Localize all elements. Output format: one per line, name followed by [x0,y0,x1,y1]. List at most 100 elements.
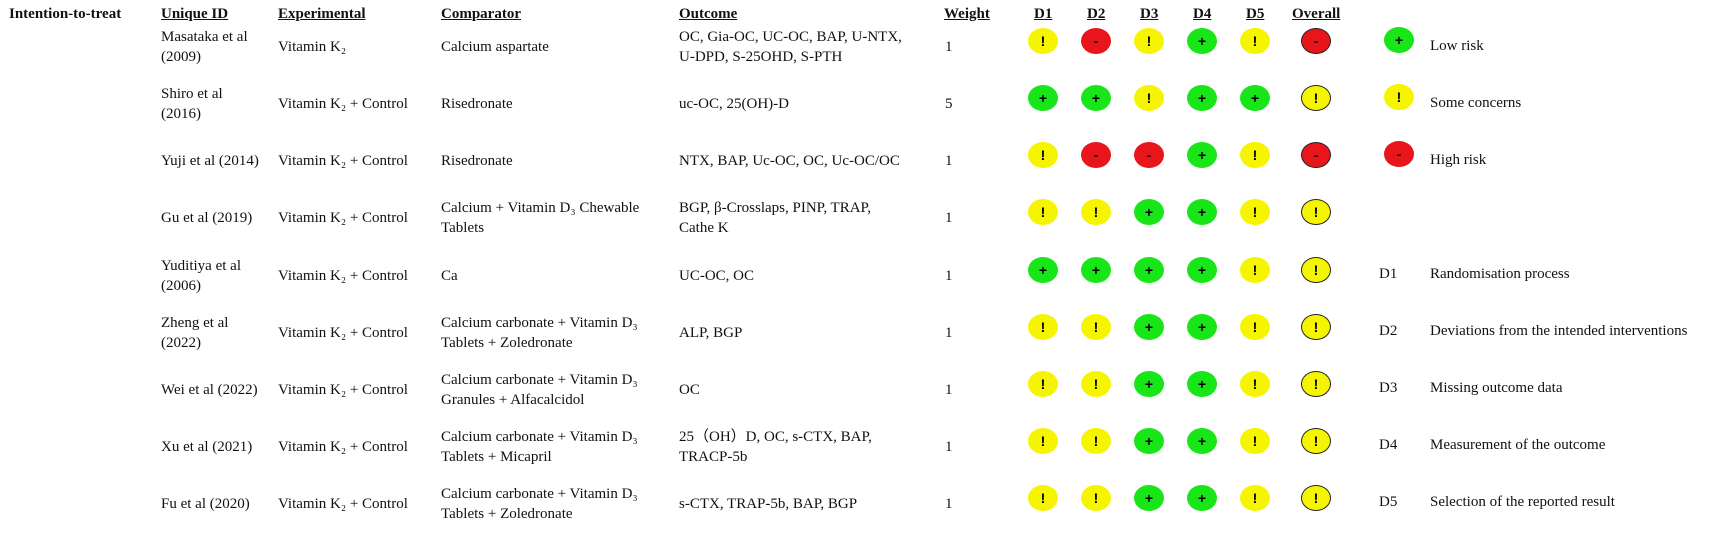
overall-judgement-some: ! [1301,257,1331,283]
comparator-cell: Ca [441,266,458,286]
study-id: Shiro et al (2016) [161,84,223,124]
outcome-cell-line: Cathe K [679,220,729,236]
header-outcome: Outcome [679,6,738,22]
comparator-cell-line: Tablets [441,220,485,236]
domain-judgement-some: ! [1240,257,1270,283]
header-d5: D5 [1246,6,1265,22]
domain-judgement-some: ! [1081,428,1111,454]
weight-cell: 1 [945,496,953,512]
outcome-cell-line: OC [679,382,700,398]
weight-cell: 1 [945,439,953,455]
outcome-cell: BGP, β-Crosslaps, PINP, TRAP, Cathe K [679,198,871,238]
domain-judgement-some: ! [1028,142,1058,168]
domain-judgement-some: ! [1240,428,1270,454]
outcome-cell: ALP, BGP [679,323,742,343]
domain-judgement-low: + [1134,199,1164,225]
comparator-cell-line: Granules + Alfacalcidol [441,392,585,408]
weight-cell: 1 [945,325,953,341]
domain-judgement-low: + [1187,371,1217,397]
experimental-cell: Vitamin K₂ + Control [278,325,408,341]
domain-judgement-low: + [1134,257,1164,283]
weight-cell: 1 [945,382,953,398]
outcome-cell: NTX, BAP, Uc-OC, OC, Uc-OC/OC [679,151,900,171]
overall-judgement-some: ! [1301,85,1331,111]
legend-symbol-low: + [1384,27,1414,53]
domain-judgement-low: + [1187,199,1217,225]
outcome-cell-line: uc-OC, 25(OH)-D [679,96,789,112]
outcome-cell-line: TRACP-5b [679,449,748,465]
overall-judgement-some: ! [1301,485,1331,511]
overall-judgement-some: ! [1301,314,1331,340]
header-d2: D2 [1087,6,1106,22]
domain-judgement-some: ! [1240,142,1270,168]
domain-judgement-low: + [1240,85,1270,111]
study-id-line: Fu et al (2020) [161,496,250,512]
experimental-cell: Vitamin K₂ + Control [278,496,408,512]
overall-judgement-high: - [1301,142,1331,168]
outcome-cell: OC [679,380,700,400]
domain-judgement-low: + [1028,257,1058,283]
domain-judgement-high: - [1134,142,1164,168]
legend-domain-code: D5 [1379,494,1398,510]
legend-symbol-some: ! [1384,84,1414,110]
comparator-cell-line: Tablets + Zoledronate [441,335,573,351]
domain-judgement-low: + [1187,428,1217,454]
study-id-line: Xu et al (2021) [161,439,253,455]
comparator-cell-line: Tablets + Zoledronate [441,506,573,522]
overall-judgement-high: - [1301,28,1331,54]
legend-domain-label: Measurement of the outcome [1430,437,1606,453]
legend-domain-label: Selection of the reported result [1430,494,1615,510]
outcome-cell: uc-OC, 25(OH)-D [679,94,789,114]
legend-label-low: Low risk [1430,38,1484,54]
experimental-cell: Vitamin K₂ + Control [278,96,408,112]
comparator-cell-line: Risedronate [441,96,513,112]
legend-domain-code: D1 [1379,266,1398,282]
domain-judgement-some: ! [1081,371,1111,397]
study-id-line: (2016) [161,106,201,122]
domain-judgement-some: ! [1134,85,1164,111]
overall-judgement-some: ! [1301,371,1331,397]
weight-cell: 1 [945,39,953,55]
comparator-cell-line: Risedronate [441,153,513,169]
comparator-cell: Calcium aspartate [441,37,549,57]
domain-judgement-some: ! [1240,28,1270,54]
comparator-cell-line: Calcium carbonate + Vitamin D₃ [441,315,638,331]
experimental-cell: Vitamin K₂ + Control [278,153,408,169]
domain-judgement-low: + [1134,428,1164,454]
study-id: Zheng et al (2022) [161,313,228,353]
domain-judgement-low: + [1134,485,1164,511]
domain-judgement-some: ! [1240,314,1270,340]
study-id: Xu et al (2021) [161,437,252,457]
legend-domain-label: Deviations from the intended interventio… [1430,323,1688,339]
comparator-cell: Calcium carbonate + Vitamin D₃ Tablets + … [441,427,638,467]
domain-judgement-some: ! [1240,371,1270,397]
study-id: Yuditiya et al (2006) [161,256,241,296]
legend-symbol-high: - [1384,141,1414,167]
outcome-cell-line: ALP, BGP [679,325,743,341]
domain-judgement-some: ! [1081,199,1111,225]
domain-judgement-some: ! [1028,485,1058,511]
study-id-line: Masataka et al [161,29,248,45]
domain-judgement-some: ! [1028,314,1058,340]
comparator-cell-line: Ca [441,268,458,284]
study-id: Wei et al (2022) [161,380,258,400]
experimental-cell: Vitamin K₂ + Control [278,268,408,284]
study-id-line: (2022) [161,335,201,351]
domain-judgement-low: + [1187,257,1217,283]
outcome-cell: UC-OC, OC [679,266,754,286]
comparator-cell-line: Calcium carbonate + Vitamin D₃ [441,372,638,388]
study-id-line: Shiro et al [161,86,223,102]
weight-cell: 1 [945,153,953,169]
header-unique-id: Unique ID [161,6,229,22]
domain-judgement-low: + [1134,371,1164,397]
outcome-cell: 25（OH）D, OC, s-CTX, BAP, TRACP-5b [679,427,872,467]
study-id: Yuji et al (2014) [161,151,259,171]
comparator-cell-line: Tablets + Micapril [441,449,552,465]
experimental-cell: Vitamin K₂ [278,39,347,55]
domain-judgement-low: + [1187,142,1217,168]
domain-judgement-low: + [1081,85,1111,111]
domain-judgement-some: ! [1028,371,1058,397]
outcome-cell-line: OC, Gia-OC, UC-OC, BAP, U-NTX, [679,29,902,45]
header-d4: D4 [1193,6,1212,22]
comparator-cell: Calcium carbonate + Vitamin D₃ Tablets + … [441,484,638,524]
